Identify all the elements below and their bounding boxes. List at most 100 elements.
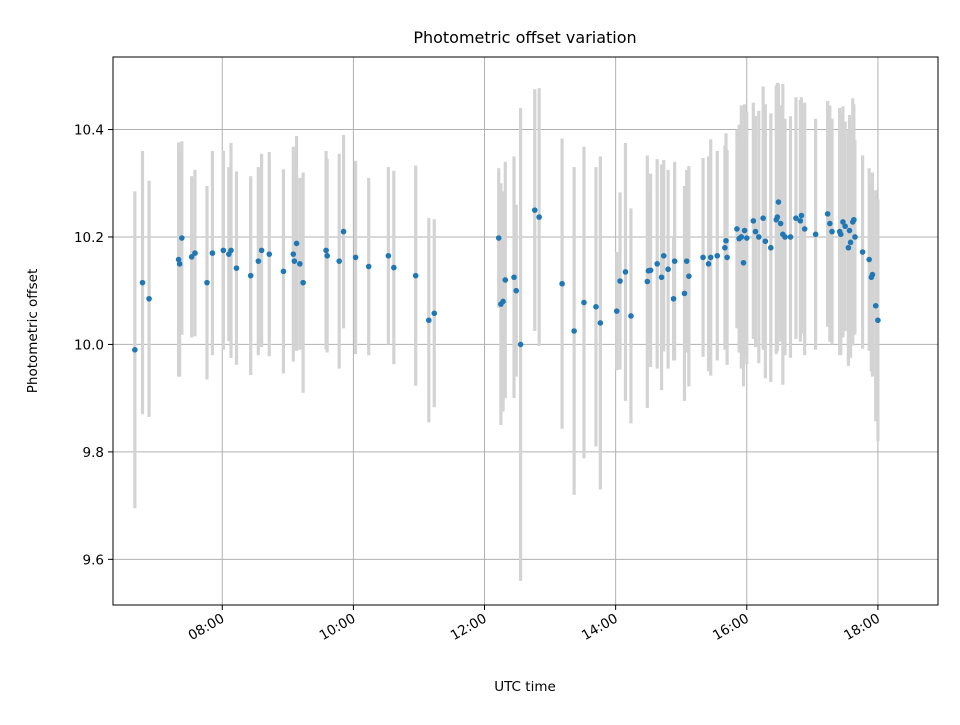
data-point [762, 238, 769, 245]
data-point [581, 299, 587, 306]
data-point [740, 259, 747, 266]
data-point [837, 231, 844, 238]
data-point [209, 250, 216, 256]
data-point [798, 212, 805, 219]
y-tick-label: 10.2 [74, 230, 104, 246]
data-point [782, 234, 788, 240]
data-point [829, 228, 835, 235]
data-point [851, 216, 857, 223]
data-point [297, 261, 303, 267]
data-point [323, 247, 329, 254]
data-point [290, 251, 297, 257]
data-point [266, 251, 273, 257]
data-point [291, 258, 298, 264]
data-point [700, 254, 706, 261]
y-axis-label: Photometric offset [25, 269, 41, 393]
data-point [644, 278, 651, 285]
data-point [146, 295, 152, 302]
data-point [391, 264, 397, 271]
data-point [233, 265, 240, 271]
data-point [571, 328, 577, 334]
data-point [705, 261, 712, 267]
x-axis-label: UTC time [494, 679, 556, 695]
data-point [722, 244, 728, 251]
data-point [654, 261, 660, 267]
y-tick-label: 9.6 [83, 552, 104, 568]
data-point [513, 287, 520, 294]
data-point [847, 239, 854, 246]
data-point [812, 231, 819, 238]
data-point [775, 199, 782, 205]
data-point [255, 258, 262, 264]
data-point [866, 256, 872, 263]
y-tick-label: 10.4 [74, 123, 104, 139]
data-point [192, 250, 198, 256]
data-point [336, 258, 342, 264]
data-point [613, 308, 620, 314]
data-point [495, 235, 502, 241]
point-layer [132, 199, 881, 353]
data-point [840, 219, 846, 225]
data-point [686, 273, 692, 280]
data-point [502, 277, 509, 283]
data-point [743, 235, 750, 241]
data-point [536, 214, 542, 220]
data-point [801, 226, 808, 232]
data-point [511, 274, 517, 281]
data-point [724, 254, 730, 261]
data-point [228, 247, 234, 254]
data-point [340, 228, 347, 235]
data-point [750, 218, 757, 224]
data-point [559, 280, 565, 287]
data-point [707, 254, 714, 261]
data-point [671, 258, 678, 264]
data-point [425, 317, 432, 324]
data-point [787, 234, 794, 240]
data-point [755, 234, 762, 240]
data-point [872, 302, 879, 309]
data-point [531, 207, 538, 213]
data-point [774, 214, 781, 220]
data-point [852, 234, 858, 240]
data-point [179, 235, 185, 241]
data-point [188, 254, 195, 260]
data-point [500, 298, 506, 305]
data-point [842, 223, 848, 230]
data-point [593, 304, 599, 310]
data-point [617, 278, 623, 284]
data-point [793, 215, 799, 221]
data-point [517, 341, 524, 348]
data-point [768, 244, 774, 251]
data-point [220, 247, 227, 254]
data-point [665, 266, 671, 273]
data-point [723, 237, 729, 244]
data-point [660, 252, 667, 259]
data-point [797, 218, 804, 224]
data-point [176, 261, 183, 267]
data-point [741, 227, 748, 234]
data-point [622, 269, 629, 275]
data-point [293, 240, 300, 247]
data-point [139, 279, 146, 286]
data-point [658, 274, 665, 281]
data-point [431, 310, 438, 317]
data-point [324, 252, 330, 259]
y-tick-label: 10.0 [74, 337, 104, 353]
plot-frame [112, 56, 939, 606]
data-point [760, 215, 766, 221]
data-point [714, 252, 721, 259]
y-tick-label: 9.8 [83, 445, 104, 461]
data-point [845, 244, 852, 251]
data-point [280, 268, 287, 275]
data-point [846, 227, 853, 234]
data-point [670, 295, 677, 302]
data-point [824, 211, 831, 217]
data-point [258, 247, 265, 254]
data-point [738, 234, 745, 240]
data-point [777, 220, 784, 227]
data-point [628, 313, 634, 319]
data-point [734, 226, 740, 232]
data-point [875, 317, 881, 324]
